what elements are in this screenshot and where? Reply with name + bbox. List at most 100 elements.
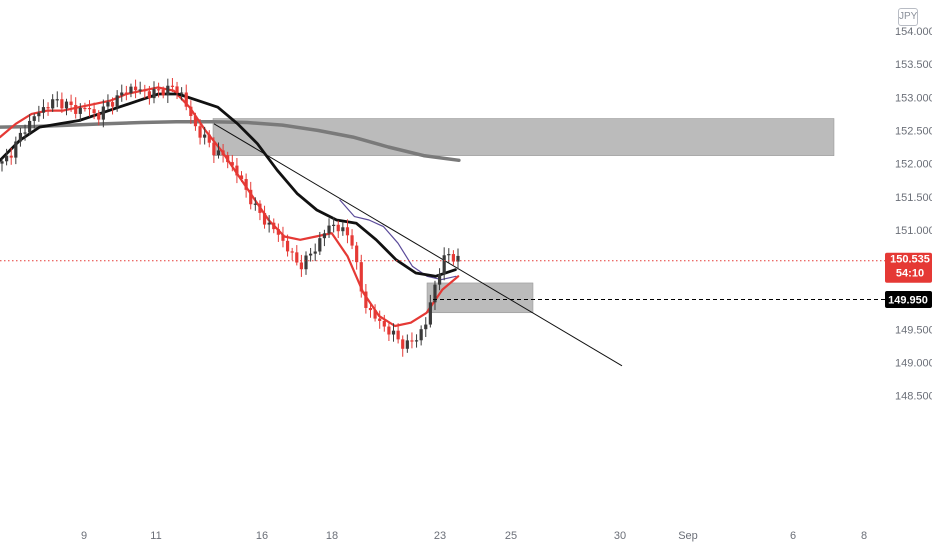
time-axis[interactable]: 9 11 16 18 23 25 30 Sep 6 8 bbox=[81, 530, 867, 542]
candle-body bbox=[101, 106, 105, 120]
currency-badge[interactable]: JPY bbox=[898, 8, 918, 26]
candle-body bbox=[442, 255, 446, 275]
candle-body bbox=[64, 101, 69, 109]
candle-body bbox=[147, 91, 151, 99]
candle-body bbox=[74, 104, 78, 114]
candle-body bbox=[345, 227, 350, 236]
candle-body bbox=[152, 89, 156, 99]
y-tick-label: 153.000 bbox=[895, 92, 932, 104]
y-tick-label: 153.500 bbox=[895, 59, 932, 71]
candle-body bbox=[414, 340, 419, 342]
candle-body bbox=[341, 227, 345, 232]
candle-body bbox=[249, 189, 253, 205]
candle-body bbox=[281, 234, 285, 241]
candle-body bbox=[37, 112, 41, 117]
y-tick-label: 149.500 bbox=[895, 324, 932, 336]
candle-body bbox=[401, 339, 405, 349]
candle-body bbox=[69, 101, 73, 105]
y-tick-label: 152.000 bbox=[895, 159, 932, 171]
candle-body bbox=[382, 320, 386, 327]
candle-body bbox=[18, 132, 23, 142]
candle-body bbox=[387, 326, 391, 335]
candle-body bbox=[253, 203, 257, 205]
candle-body bbox=[410, 340, 414, 342]
candle-body bbox=[267, 222, 271, 225]
candle-body bbox=[32, 116, 36, 121]
candle-body bbox=[304, 255, 308, 270]
candle-body bbox=[262, 212, 267, 225]
price-zone bbox=[212, 118, 835, 156]
candle-body bbox=[318, 238, 322, 252]
x-tick-label: 6 bbox=[790, 530, 796, 542]
x-tick-label: 8 bbox=[861, 530, 867, 542]
candle-body bbox=[396, 330, 400, 340]
candle-body bbox=[51, 99, 55, 109]
candle-body bbox=[212, 142, 216, 156]
candle-body bbox=[129, 86, 133, 94]
candle-body bbox=[424, 324, 428, 330]
candle-body bbox=[216, 150, 221, 156]
x-tick-label: Sep bbox=[678, 530, 698, 542]
candle-body bbox=[23, 132, 27, 134]
candle-body bbox=[46, 107, 50, 109]
candle-body bbox=[428, 302, 432, 325]
candle-body bbox=[437, 274, 442, 285]
y-tick-label: 151.000 bbox=[895, 225, 932, 237]
candle-body bbox=[170, 85, 175, 87]
candle-body bbox=[115, 95, 119, 107]
ma-purple-line bbox=[339, 199, 457, 281]
candle-body bbox=[60, 99, 64, 109]
y-tick-label: 148.500 bbox=[895, 391, 932, 403]
x-tick-label: 11 bbox=[150, 530, 161, 542]
candlestick-series bbox=[0, 78, 460, 357]
trendline-drawing[interactable] bbox=[213, 123, 623, 367]
candle-body bbox=[78, 107, 82, 114]
y-tick-label: 152.500 bbox=[895, 125, 932, 137]
candle-body bbox=[285, 240, 290, 252]
candle-body bbox=[193, 115, 198, 127]
y-tick-label: 154.000 bbox=[895, 26, 932, 38]
current-price-tag: 150.535 54:10 bbox=[885, 252, 932, 283]
candle-body bbox=[133, 86, 138, 91]
candle-body bbox=[322, 233, 327, 239]
candle-body bbox=[0, 161, 4, 164]
candle-body bbox=[332, 224, 336, 226]
candle-body bbox=[276, 229, 280, 235]
candle-body bbox=[272, 222, 276, 230]
candle-body bbox=[41, 107, 46, 113]
x-tick-label: 23 bbox=[434, 530, 446, 542]
candle-body bbox=[180, 92, 184, 94]
candle-body bbox=[207, 134, 211, 143]
y-tick-label: 149.000 bbox=[895, 358, 932, 370]
candle-body bbox=[161, 89, 165, 96]
candle-body bbox=[295, 252, 299, 263]
ma-gray-line bbox=[0, 120, 461, 163]
ma-black-line bbox=[0, 92, 457, 278]
candle-body bbox=[309, 253, 313, 256]
candle-body bbox=[97, 113, 101, 120]
x-tick-label: 9 bbox=[81, 530, 87, 542]
x-tick-label: 30 bbox=[614, 530, 626, 542]
y-tick-label: 151.500 bbox=[895, 192, 932, 204]
candle-body bbox=[110, 102, 115, 107]
price-axis[interactable]: 154.000 153.500 153.000 152.500 152.000 151.5… bbox=[895, 26, 932, 403]
candle-body bbox=[258, 203, 262, 213]
price-tags: 150.535 54:10 149.950 bbox=[885, 252, 932, 309]
candle-body bbox=[378, 318, 382, 321]
candle-body bbox=[433, 284, 437, 303]
candle-body bbox=[364, 291, 368, 308]
price-zone bbox=[426, 282, 534, 314]
candle-body bbox=[138, 89, 142, 91]
candle-body bbox=[359, 262, 363, 292]
candle-body bbox=[175, 86, 179, 93]
candle-body bbox=[391, 330, 396, 335]
trendline bbox=[213, 123, 623, 367]
candle-body bbox=[226, 155, 230, 163]
candle-body bbox=[327, 225, 331, 234]
candle-body bbox=[92, 109, 96, 114]
candle-body bbox=[14, 141, 18, 158]
candle-body bbox=[106, 102, 110, 107]
candle-body bbox=[9, 155, 13, 158]
candle-body bbox=[203, 134, 207, 138]
